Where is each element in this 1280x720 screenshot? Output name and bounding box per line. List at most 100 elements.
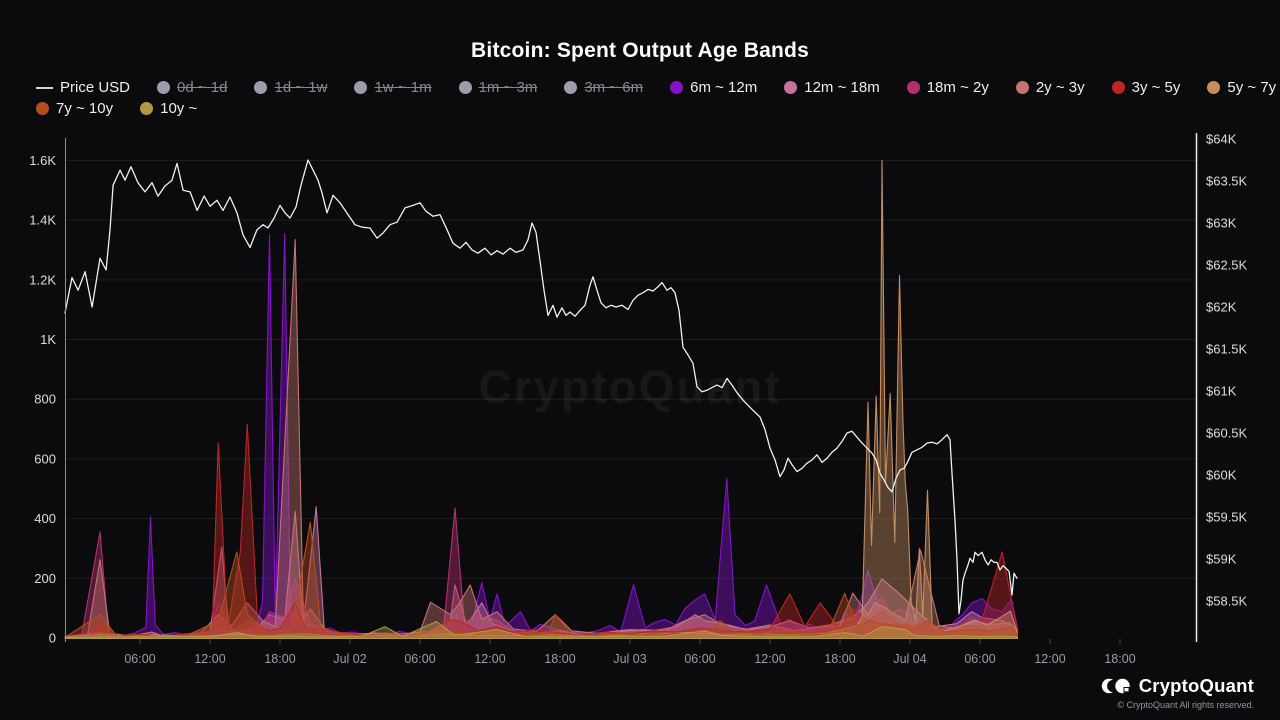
- legend-dot-icon: [670, 81, 684, 94]
- legend-item-label: 1w ~ 1m: [374, 79, 432, 96]
- legend-dot-icon: [458, 81, 472, 94]
- svg-text:Jul 04: Jul 04: [893, 652, 926, 666]
- svg-text:400: 400: [34, 511, 56, 526]
- legend-item-label: 18m ~ 2y: [926, 79, 989, 96]
- legend-item-7y-10y[interactable]: 7y ~ 10y: [36, 100, 113, 117]
- legend-item-2y-3y[interactable]: 2y ~ 3y: [1015, 79, 1085, 96]
- legend-item-label: 7y ~ 10y: [56, 100, 114, 117]
- legend-item-18m-2y[interactable]: 18m ~ 2y: [906, 79, 989, 96]
- svg-text:$62.5K: $62.5K: [1206, 258, 1248, 273]
- legend-item-0d-1d[interactable]: 0d ~ 1d: [157, 79, 227, 96]
- legend-row-2: 7y ~ 10y 10y ~: [36, 100, 1260, 117]
- legend-item-12m-18m[interactable]: 12m ~ 18m: [784, 79, 880, 96]
- footer: CryptoQuant © CryptoQuant All rights res…: [1101, 675, 1254, 710]
- svg-text:12:00: 12:00: [194, 652, 225, 666]
- svg-text:200: 200: [34, 571, 56, 586]
- cryptoquant-logo-icon: [1101, 678, 1130, 694]
- area-series-10y-: [64, 621, 1018, 640]
- legend-dot-icon: [1015, 81, 1029, 94]
- area-series-7y-10y: [64, 521, 1018, 640]
- legend-dot-icon: [157, 81, 171, 94]
- legend-item-10y[interactable]: 10y ~: [140, 100, 197, 117]
- legend-dot-icon: [36, 102, 49, 115]
- svg-text:Jul 03: Jul 03: [613, 652, 646, 666]
- svg-text:18:00: 18:00: [824, 652, 855, 666]
- legend-dot-icon: [906, 81, 920, 94]
- x-axis-labels: 06:00 12:00 18:00 Jul 02 06:00 12:00 18:00 Jul …: [124, 639, 1136, 666]
- legend-dot-icon: [254, 81, 268, 94]
- legend-item-label: 0d ~ 1d: [177, 79, 228, 96]
- svg-text:1.4K: 1.4K: [29, 213, 56, 228]
- area-series-3y-5y: [64, 424, 1018, 640]
- svg-text:18:00: 18:00: [1104, 652, 1135, 666]
- area-series-6m-12m: [64, 233, 1018, 640]
- legend-item-1d-1w[interactable]: 1d ~ 1w: [254, 79, 327, 96]
- svg-text:1.6K: 1.6K: [29, 153, 56, 168]
- svg-text:$60.5K: $60.5K: [1206, 426, 1248, 441]
- svg-text:12:00: 12:00: [754, 652, 785, 666]
- legend-item-5y-7y[interactable]: 5y ~ 7y: [1207, 79, 1276, 96]
- legend-item-label: 1d ~ 1w: [274, 79, 328, 96]
- svg-text:Jul 02: Jul 02: [333, 652, 366, 666]
- legend-dot-icon: [140, 102, 154, 115]
- age-band-areas: [64, 159, 1018, 640]
- legend-dot-icon: [564, 81, 578, 94]
- legend-item-1m-3m[interactable]: 1m ~ 3m: [458, 79, 538, 96]
- legend-item-label: 3y ~ 5y: [1131, 79, 1181, 96]
- svg-text:600: 600: [34, 451, 56, 466]
- svg-text:$64K: $64K: [1206, 132, 1237, 147]
- legend-dot-icon: [1111, 81, 1125, 94]
- area-series-12m-18m: [64, 506, 1018, 640]
- svg-text:$59K: $59K: [1206, 552, 1237, 567]
- svg-text:$61.5K: $61.5K: [1206, 342, 1248, 357]
- svg-text:06:00: 06:00: [124, 652, 155, 666]
- svg-text:800: 800: [34, 392, 56, 407]
- legend-item-1w-1m[interactable]: 1w ~ 1m: [354, 79, 432, 96]
- page-title: Bitcoin: Spent Output Age Bands: [471, 39, 809, 62]
- legend-dot-icon: [354, 81, 368, 94]
- brand-text: CryptoQuant: [1138, 675, 1254, 696]
- svg-text:1K: 1K: [40, 332, 56, 347]
- svg-text:$60K: $60K: [1206, 468, 1237, 483]
- cryptoquant-logo: CryptoQuant: [1101, 675, 1254, 697]
- gridlines: [65, 159, 1196, 579]
- svg-text:18:00: 18:00: [544, 652, 575, 666]
- svg-text:$59.5K: $59.5K: [1206, 510, 1248, 525]
- legend-item-6m-12m[interactable]: 6m ~ 12m: [670, 79, 757, 96]
- svg-text:$63K: $63K: [1206, 216, 1237, 231]
- copyright-text: © CryptoQuant All rights reserved.: [1117, 700, 1254, 710]
- legend-item-label: Price USD: [60, 79, 131, 96]
- legend: Price USD 0d ~ 1d 1d ~ 1w 1w ~ 1m 1m ~ 3m 3m …: [36, 79, 1276, 117]
- legend-item-label: 12m ~ 18m: [804, 79, 880, 96]
- legend-item-3y-5y[interactable]: 3y ~ 5y: [1111, 79, 1181, 96]
- svg-text:12:00: 12:00: [474, 652, 505, 666]
- svg-text:1.2K: 1.2K: [29, 272, 56, 287]
- legend-item-label: 3m ~ 6m: [584, 79, 644, 96]
- svg-text:06:00: 06:00: [684, 652, 715, 666]
- legend-row-1: Price USD 0d ~ 1d 1d ~ 1w 1w ~ 1m 1m ~ 3m 3m …: [36, 79, 1276, 96]
- price-usd-line: [64, 159, 1018, 615]
- legend-item-label: 5y ~ 7y: [1227, 79, 1277, 96]
- legend-dot-icon: [1207, 81, 1221, 94]
- svg-text:$58.5K: $58.5K: [1206, 594, 1248, 609]
- svg-text:$61K: $61K: [1206, 384, 1237, 399]
- legend-item-label: 2y ~ 3y: [1035, 79, 1085, 96]
- svg-text:06:00: 06:00: [404, 652, 435, 666]
- legend-item-label: 10y ~: [160, 100, 198, 117]
- svg-text:$63.5K: $63.5K: [1206, 174, 1248, 189]
- legend-item-label: 1m ~ 3m: [478, 79, 538, 96]
- watermark: CryptoQuant: [478, 361, 781, 413]
- svg-text:0: 0: [49, 631, 56, 646]
- legend-item-3m-6m[interactable]: 3m ~ 6m: [564, 79, 643, 96]
- svg-text:12:00: 12:00: [1034, 652, 1065, 666]
- price-line-icon: [36, 86, 53, 89]
- legend-dot-icon: [784, 81, 798, 94]
- y-right-axis-labels: $58.5K $59K $59.5K $60K $60.5K $61K $61.5K $62K…: [1206, 132, 1248, 609]
- y-left-axis-labels: 0 200 400 600 800 1K 1.2K 1.4K 1.6K: [29, 153, 56, 646]
- area-series-5y-7y: [64, 159, 1018, 640]
- legend-item-price-usd[interactable]: Price USD: [36, 79, 130, 96]
- svg-text:$62K: $62K: [1206, 300, 1237, 315]
- svg-text:06:00: 06:00: [964, 652, 995, 666]
- legend-item-label: 6m ~ 12m: [690, 79, 758, 96]
